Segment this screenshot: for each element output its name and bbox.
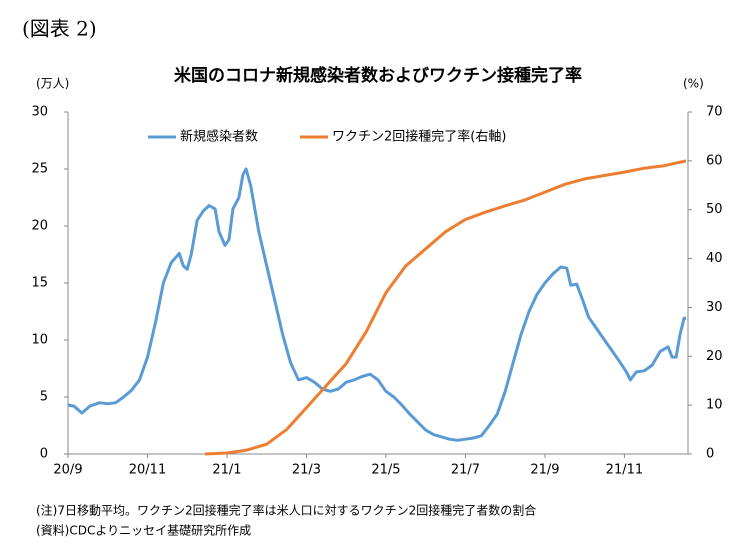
series-line [205,159,687,456]
legend-label: 新規感染者数 [180,129,258,145]
y2-tick-label: 40 [706,251,723,266]
y2-tick-label: 20 [706,349,723,364]
chart-title: 米国のコロナ新規感染者数およびワクチン接種完了率 [174,65,582,86]
figure-label: (図表 2) [22,17,97,41]
y2-tick-label: 30 [706,300,723,315]
y2-axis-label: (%) [683,77,704,91]
y-tick-label: 20 [31,219,48,234]
y2-tick-label: 70 [706,105,723,120]
series-line [67,167,686,442]
y2-tick-label: 10 [706,398,723,413]
y-tick-label: 15 [31,276,48,291]
y2-tick-label: 60 [706,153,723,168]
x-tick-label: 21/5 [371,463,400,478]
y-tick-label: 10 [31,333,48,348]
x-tick-label: 21/3 [292,463,321,478]
y2-tick-label: 0 [706,447,714,462]
x-tick-label: 20/11 [129,463,166,478]
y-tick-label: 0 [40,447,48,462]
x-tick-label: 21/7 [451,463,480,478]
source: (資料)CDCよりニッセイ基礎研究所作成 [36,523,251,538]
note: (注)7日移動平均。ワクチン2回接種完了率は米人口に対するワクチン2回接種完了者… [36,503,536,518]
y-tick-label: 5 [40,390,48,405]
legend-label: ワクチン2回接種完了率(右軸) [332,129,506,145]
x-tick-label: 21/9 [530,463,559,478]
x-tick-label: 20/9 [53,463,82,478]
x-tick-label: 21/1 [212,463,241,478]
x-tick-label: 21/11 [606,463,643,478]
y-tick-label: 30 [31,105,48,120]
y-tick-label: 25 [31,162,48,177]
y-axis-label: (万人) [36,77,69,91]
y2-tick-label: 50 [706,202,723,217]
